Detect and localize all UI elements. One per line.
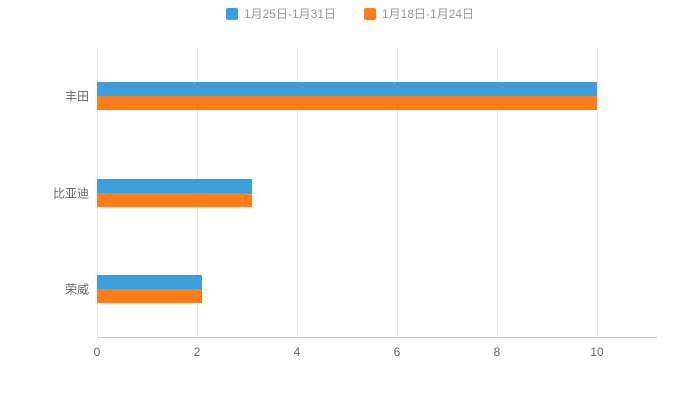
x-tick-label: 6	[393, 345, 401, 359]
legend-label: 1月25日-1月31日	[243, 7, 336, 21]
legend-item-series-2[interactable]: 1月18日-1月24日	[364, 8, 474, 20]
x-tick-label: 4	[293, 345, 301, 359]
legend-swatch-orange-icon	[364, 8, 376, 20]
gridline	[397, 48, 398, 337]
legend-item-series-1[interactable]: 1月25日-1月31日	[225, 7, 336, 21]
x-tick-label: 8	[493, 345, 501, 359]
x-tick-label: 2	[193, 345, 201, 359]
bar-series-2-丰田	[97, 96, 597, 111]
bar-series-2-荣威	[97, 288, 202, 303]
y-category-label: 比亚迪	[52, 186, 89, 200]
y-category-label: 荣威	[64, 282, 89, 297]
legend-label: 1月18日-1月24日	[382, 7, 475, 21]
gridline	[497, 48, 498, 337]
x-tick-label: 10	[590, 345, 604, 359]
gridline	[297, 48, 298, 337]
bar-series-2-比亚迪	[97, 192, 252, 207]
bar-series-1-丰田	[97, 82, 597, 97]
bar-series-1-比亚迪	[97, 178, 252, 193]
legend: 1月25日-1月31日 1月18日-1月24日	[0, 8, 700, 20]
legend-swatch-blue-icon	[225, 8, 238, 20]
x-tick-label: 0	[93, 345, 101, 359]
y-category-label: 丰田	[64, 89, 89, 104]
bar-series-1-荣威	[97, 274, 202, 289]
gridline	[597, 48, 598, 337]
plot-area: 0 2 4 6 8 10 丰田比亚迪荣威	[53, 48, 657, 359]
